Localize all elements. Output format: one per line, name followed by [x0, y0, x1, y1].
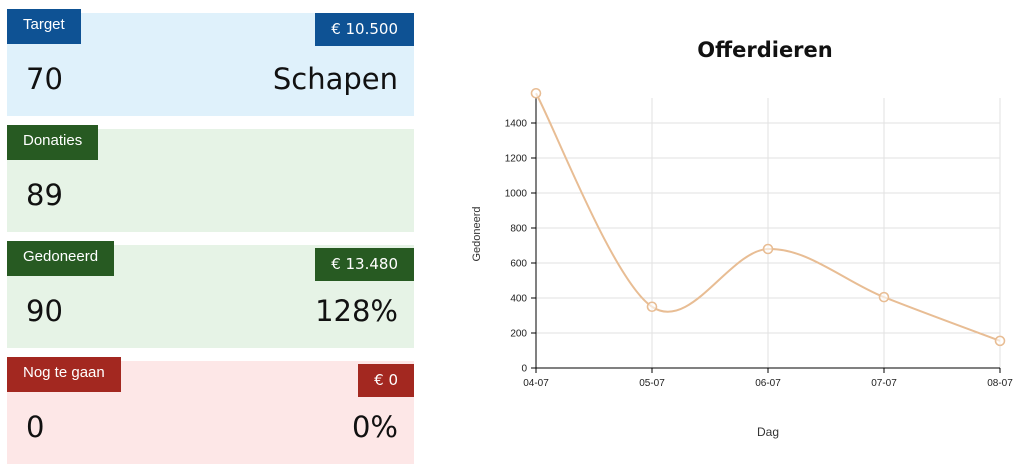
target-tag: Target [7, 9, 81, 44]
gedoneerd-tag: Gedoneerd [7, 241, 115, 276]
data-point [646, 301, 658, 313]
chart-axes: 0 200 400 600 800 1000 1200 1400 04-07 05-07 06-07… [505, 98, 1013, 389]
target-value: 70 [26, 62, 63, 96]
nog-te-gaan-percent: 0% [351, 410, 398, 444]
line-chart: 0 200 400 600 800 1000 1200 1400 04-07 05-07 06-07… [471, 87, 1013, 439]
data-point [994, 335, 1006, 347]
donaties-value: 89 [26, 178, 63, 212]
x-tick-label: 08-07 [987, 378, 1013, 389]
chart-grid [535, 98, 1001, 368]
x-tick-label: 05-07 [639, 378, 665, 389]
x-tick-label: 07-07 [871, 378, 897, 389]
y-tick-label: 0 [521, 364, 527, 375]
y-tick-label: 1000 [505, 189, 528, 200]
y-tick-label: 200 [510, 329, 527, 340]
nog-te-gaan-tag: Nog te gaan [7, 357, 121, 392]
data-point [878, 291, 890, 303]
gedoneerd-amount-badge: € 13.480 [315, 248, 414, 281]
gedoneerd-card: Gedoneerd € 13.480 90 128% [7, 241, 414, 348]
donaties-card: Donaties 89 [7, 125, 414, 232]
x-axis-label: Dag [757, 425, 779, 439]
donaties-tag: Donaties [7, 125, 99, 160]
nog-te-gaan-card: Nog te gaan € 0 0 0% [7, 357, 414, 464]
target-card: Target € 10.500 70 Schapen [7, 9, 414, 116]
gedoneerd-value: 90 [26, 294, 63, 328]
y-tick-label: 1200 [505, 154, 528, 165]
target-unit: Schapen [272, 62, 398, 96]
chart-title: Offerdieren [697, 38, 833, 62]
series-line [535, 92, 1001, 342]
x-tick-label: 04-07 [523, 378, 549, 389]
chart-series [530, 87, 1006, 347]
data-point [530, 87, 542, 99]
nog-te-gaan-amount-badge: € 0 [358, 364, 414, 397]
y-tick-label: 1400 [505, 119, 528, 130]
y-tick-label: 600 [510, 259, 527, 270]
x-tick-label: 06-07 [755, 378, 781, 389]
gedoneerd-percent: 128% [315, 294, 398, 328]
nog-te-gaan-value: 0 [26, 410, 45, 444]
y-tick-label: 400 [510, 294, 527, 305]
data-point [762, 243, 774, 255]
y-tick-label: 800 [510, 224, 527, 235]
target-amount-badge: € 10.500 [315, 13, 414, 46]
y-axis-label: Gedoneerd [471, 206, 483, 261]
